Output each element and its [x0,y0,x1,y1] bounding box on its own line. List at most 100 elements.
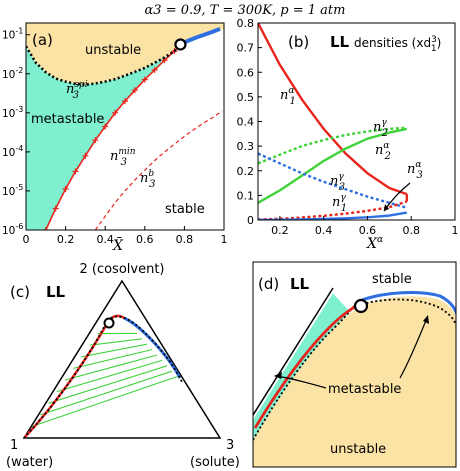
panel-a-y-ticks: 10-6 10-5 10-4 10-3 10-2 10-1 [2,27,30,237]
n1-gamma-label: nγ 1 [332,193,347,214]
n2-alpha-label: nα 2 [375,141,391,162]
metastable-arrow-right [399,317,428,379]
panel-a-y-tick-label: 10-2 [2,66,23,81]
panel-a-y-tick-label: 10-1 [2,27,23,42]
ternary-triangle [22,279,222,439]
panel-a-x-tick-label: 1 [221,233,228,246]
n3-alpha-arrowhead [384,204,389,211]
ternary-spinodal [23,315,183,439]
panel-b-frame [257,22,456,221]
panel-b-y-tick-label: 0.8 [237,17,255,30]
panel-b-y-ticks: 0 0.1 0.2 0.3 0.4 0.5 0.6 0.7 0.8 [237,17,262,227]
minimum-marker [62,185,69,192]
minimum-marker [112,109,119,116]
critical-point-marker [174,38,187,51]
tie-lines [32,332,178,427]
minimum-marker [92,137,99,144]
unstable-label: unstable [85,43,141,58]
panel-b-y-tick-label: 0.2 [237,165,255,178]
binodal-label: nb 3 [140,169,156,190]
spinodal-curve [26,43,182,87]
panel-b-title-main: LL [330,33,350,51]
zoom-blue-branch [361,291,456,317]
n3-gamma-label: nγ 3 [330,172,345,193]
zoom-metastable-region [253,290,350,440]
metastable-arrowhead-left [274,372,282,379]
minimum-marker [131,87,138,94]
zoom-stable-corner [253,262,335,420]
panel-b-x-label: Xα [366,235,383,252]
panel-a-x-tick-label: 0.8 [176,233,194,246]
tie-line [64,354,158,381]
tie-line [32,376,178,427]
panel-a-frame [25,22,225,231]
panel-c: (c) LL 2 (cosolvent) 1 (water) 3 (solute… [6,262,240,470]
tie-line [89,338,143,346]
zoom-unstable-region [253,296,456,467]
vertex-right-name: (solute) [190,455,240,470]
panel-b-x-tick-label: 0.6 [359,224,377,237]
vertex-left-number: 1 [10,438,18,453]
series-n2γ [258,126,407,165]
zoom-triangle-edge [253,287,334,416]
panel-a-y-tick-label: 10-6 [2,222,23,237]
panel-d-frame [252,261,457,468]
panel-a-y-tick-label: 10-5 [2,183,23,198]
panel-a-x-ticks: 0 0.2 0.4 0.6 0.8 1 [23,226,228,246]
panel-d-label: (d) [258,275,279,293]
zoom-red-branch [253,304,357,429]
series-n1α [258,23,408,196]
zoom-spinodal-right [361,298,456,328]
minimum-marker [141,76,148,83]
vertex-right-number: 3 [226,438,234,453]
zoom-metastable-label: metastable [328,382,401,397]
minimum-marker [52,205,59,212]
minimum-marker [122,98,128,105]
figure-title: α3 = 0.9, T = 300K, p = 1 atm [145,3,346,18]
panel-a-label: (a) [32,31,53,49]
panel-a-x-tick-label: 0 [23,233,30,246]
minimum-marker [72,168,79,175]
panel-b-x-tick-label: 1 [452,224,459,237]
panel-b: 0.2 0.4 0.6 0.8 1 00.10.20.30.40.50.60.70.8 … [237,17,459,252]
zoom-unstable-label: unstable [330,442,386,457]
metastable-region [26,44,181,230]
n3-alpha-label: nα 3 [407,160,423,181]
spinodal-label: nspi 3 [66,80,88,101]
panel-d-title: LL [290,275,310,293]
panel-b-y-tick-label: 0.7 [237,42,255,55]
tie-line [48,365,168,404]
panel-b-y-tick-label: 0 [247,214,254,227]
zoom-critical-point [353,298,369,314]
panel-a-y-tick-label: 10-4 [2,144,23,159]
panel-b-y-tick-label: 0.6 [237,66,255,79]
metastable-label: metastable [31,112,104,127]
tie-line [56,359,163,393]
series-n2α [258,127,408,204]
minimum-marker [82,152,89,159]
stable-branch-curve [179,27,221,47]
tie-line [81,343,148,358]
zoom-spinodal-left [253,303,357,441]
series-n3γ [258,152,408,209]
panel-b-y-tick-label: 0.4 [237,116,255,129]
binodal-curve [94,110,223,230]
zoom-stable-label: stable [372,272,412,287]
panel-d: (d) LL stable metastable unstable [252,261,457,468]
panel-b-label: (b) [288,33,309,51]
panel-b-title-sub: densities (xd3 1) [354,35,441,54]
tie-line [40,370,173,416]
n1-alpha-label: nα 1 [280,86,296,107]
panel-a-x-label: X̄ [112,236,124,254]
panel-b-y-tick-label: 0.3 [237,140,255,153]
panel-b-y-tick-label: 0.1 [237,189,255,202]
panel-a-x-tick-label: 0.4 [96,233,114,246]
panel-a-x-tick-label: 0.2 [57,233,75,246]
minimum-label: nmin 3 [110,147,136,168]
panel-a: 0 0.2 0.4 0.6 0.8 1 10-610-510-410-310-210-1 … [2,22,228,254]
panel-a-x-tick-label: 0.6 [136,233,154,246]
panel-c-label: (c) [10,283,30,301]
stable-label: stable [165,202,205,217]
